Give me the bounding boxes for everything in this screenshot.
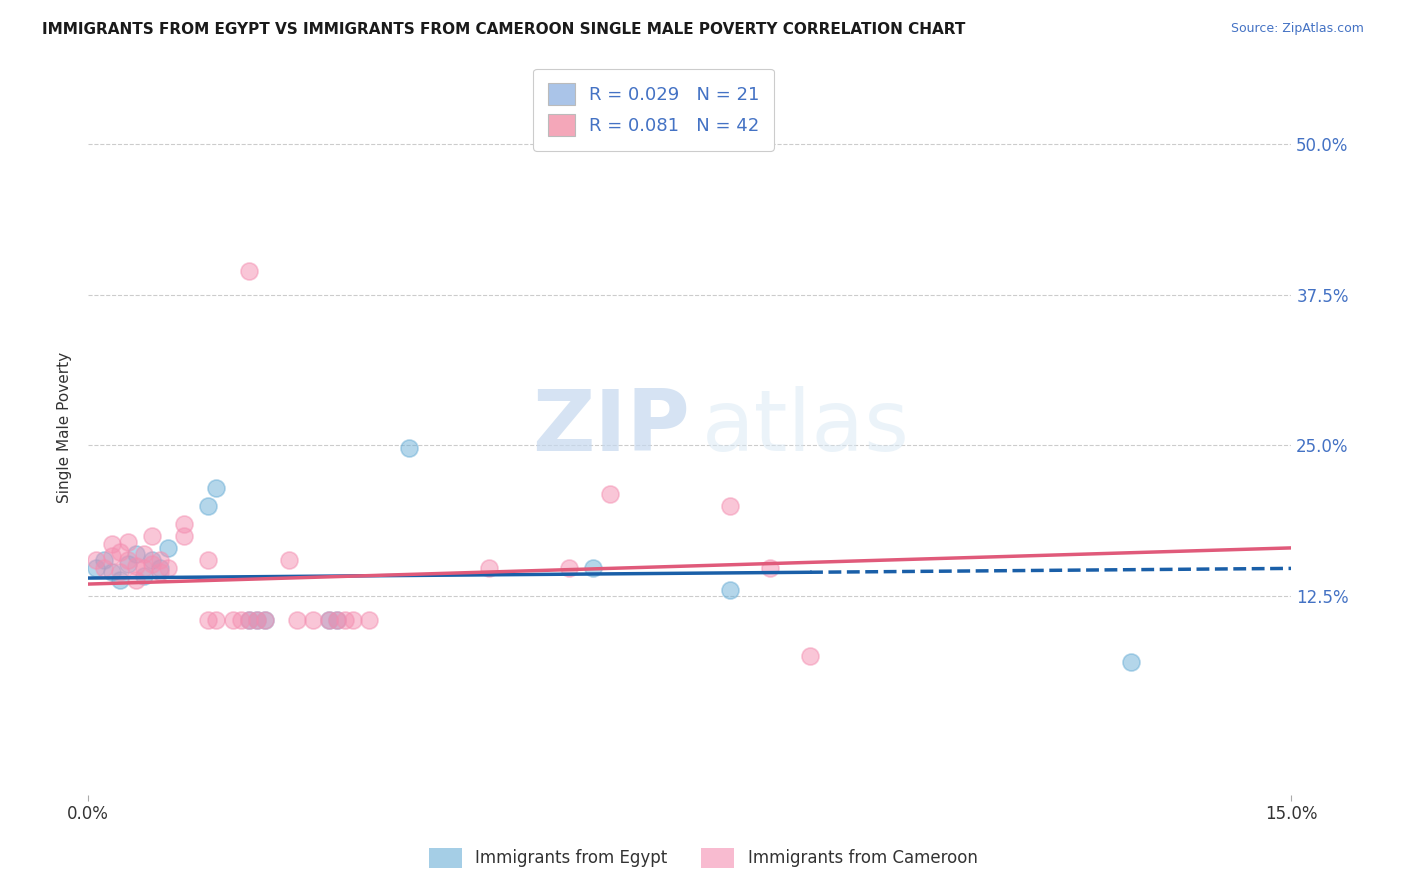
Point	[149, 553, 172, 567]
Point	[205, 613, 228, 627]
Point	[197, 499, 219, 513]
Point	[101, 537, 124, 551]
Point	[84, 553, 107, 567]
Point	[238, 613, 260, 627]
Point	[110, 574, 132, 588]
Point	[718, 499, 741, 513]
Point	[141, 557, 163, 571]
Point	[253, 613, 276, 627]
Point	[125, 559, 148, 574]
Point	[253, 613, 276, 627]
Point	[125, 547, 148, 561]
Point	[117, 534, 139, 549]
Point	[333, 613, 356, 627]
Point	[110, 544, 132, 558]
Point	[558, 561, 581, 575]
Point	[246, 613, 269, 627]
Point	[582, 561, 605, 575]
Point	[149, 565, 172, 579]
Point	[117, 557, 139, 571]
Point	[357, 613, 380, 627]
Point	[759, 561, 782, 575]
Point	[134, 568, 156, 582]
Point	[246, 613, 269, 627]
Point	[84, 561, 107, 575]
Point	[173, 529, 195, 543]
Y-axis label: Single Male Poverty: Single Male Poverty	[58, 351, 72, 503]
Point	[599, 486, 621, 500]
Point	[101, 565, 124, 579]
Point	[149, 561, 172, 575]
Text: ZIP: ZIP	[531, 386, 690, 469]
Point	[205, 481, 228, 495]
Point	[238, 613, 260, 627]
Point	[718, 583, 741, 598]
Point	[229, 613, 252, 627]
Point	[238, 263, 260, 277]
Point	[197, 613, 219, 627]
Point	[277, 553, 299, 567]
Point	[318, 613, 340, 627]
Text: IMMIGRANTS FROM EGYPT VS IMMIGRANTS FROM CAMEROON SINGLE MALE POVERTY CORRELATIO: IMMIGRANTS FROM EGYPT VS IMMIGRANTS FROM…	[42, 22, 966, 37]
Point	[326, 613, 349, 627]
Point	[173, 516, 195, 531]
Point	[101, 549, 124, 564]
Point	[285, 613, 308, 627]
Point	[398, 441, 420, 455]
Point	[93, 561, 115, 575]
Point	[318, 613, 340, 627]
Point	[110, 565, 132, 579]
Point	[301, 613, 323, 627]
Point	[799, 649, 821, 664]
Point	[1119, 656, 1142, 670]
Point	[141, 553, 163, 567]
Point	[125, 574, 148, 588]
Point	[157, 541, 180, 555]
Point	[93, 553, 115, 567]
Text: Source: ZipAtlas.com: Source: ZipAtlas.com	[1230, 22, 1364, 36]
Point	[221, 613, 243, 627]
Legend: Immigrants from Egypt, Immigrants from Cameroon: Immigrants from Egypt, Immigrants from C…	[422, 841, 984, 875]
Point	[478, 561, 501, 575]
Point	[157, 561, 180, 575]
Point	[134, 561, 156, 575]
Point	[326, 613, 349, 627]
Point	[117, 553, 139, 567]
Point	[342, 613, 364, 627]
Legend: R = 0.029   N = 21, R = 0.081   N = 42: R = 0.029 N = 21, R = 0.081 N = 42	[533, 69, 775, 151]
Text: atlas: atlas	[702, 386, 910, 469]
Point	[141, 529, 163, 543]
Point	[134, 547, 156, 561]
Point	[197, 553, 219, 567]
